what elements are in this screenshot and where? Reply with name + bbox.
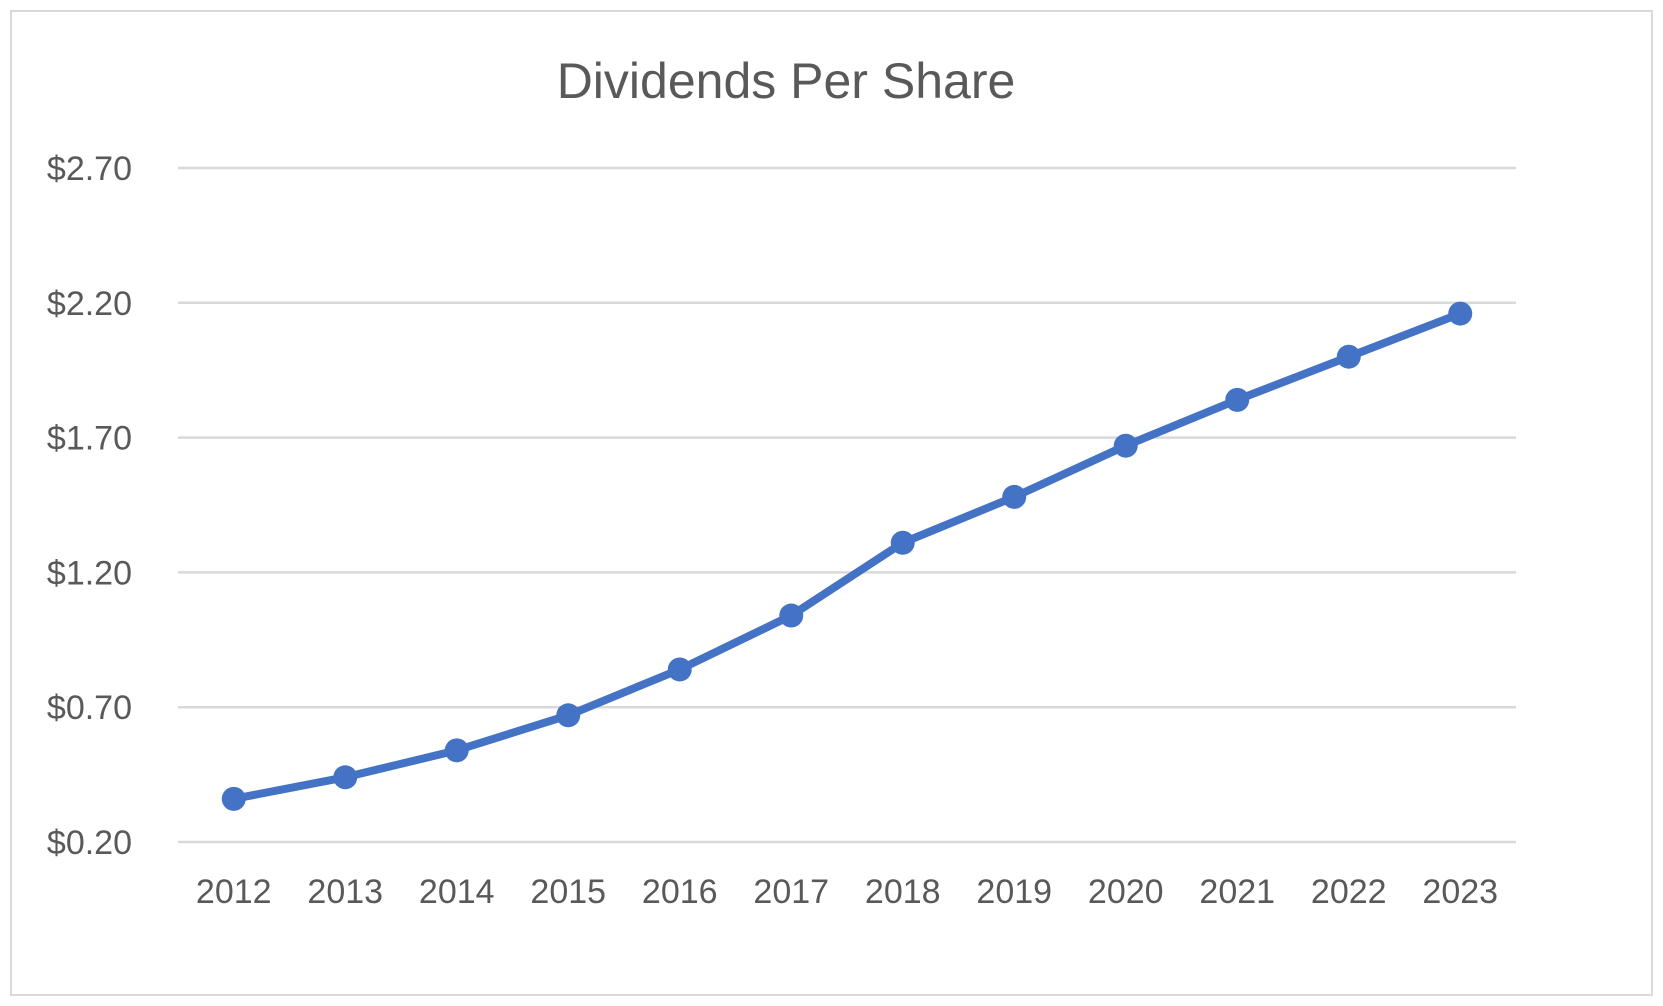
x-tick-label: 2017 (753, 873, 829, 911)
data-point (779, 603, 804, 628)
x-tick-label: 2015 (530, 873, 606, 911)
y-tick-label: $2.70 (47, 150, 132, 188)
data-point (890, 530, 915, 555)
chart-title: Dividends Per Share (557, 53, 1016, 109)
series-layer (221, 301, 1473, 811)
data-point (556, 703, 581, 728)
series-line (229, 309, 1465, 803)
x-tick-label: 2012 (196, 873, 272, 911)
y-tick-label: $2.20 (47, 285, 132, 323)
y-tick-label: $1.70 (47, 420, 132, 458)
gridlines (178, 166, 1516, 844)
data-point (333, 765, 358, 790)
x-tick-label: 2019 (976, 873, 1052, 911)
x-tick-label: 2022 (1311, 873, 1387, 911)
x-tick-label: 2014 (419, 873, 495, 911)
x-tick-label: 2018 (865, 873, 941, 911)
data-point (1336, 344, 1361, 369)
y-tick-label: $0.20 (47, 824, 132, 862)
x-tick-label: 2021 (1199, 873, 1275, 911)
x-tick-label: 2020 (1088, 873, 1164, 911)
data-point (1002, 484, 1027, 509)
x-tick-label: 2016 (642, 873, 718, 911)
y-tick-label: $0.70 (47, 689, 132, 727)
data-point (221, 786, 246, 811)
data-point (1448, 301, 1473, 326)
data-point (1225, 387, 1250, 412)
y-axis-ticks: $0.20 $0.70 $1.20 $1.70 $2.20 $2.70 (47, 150, 132, 862)
x-axis-ticks: 2012 2013 2014 2015 2016 2017 2018 2019 2020 2021… (196, 873, 1498, 911)
chart-frame (10, 10, 1653, 996)
x-tick-label: 2013 (307, 873, 383, 911)
data-point (667, 657, 692, 682)
y-tick-label: $1.20 (47, 554, 132, 592)
data-point (1113, 433, 1138, 458)
data-point (444, 738, 469, 763)
x-tick-label: 2023 (1422, 873, 1498, 911)
